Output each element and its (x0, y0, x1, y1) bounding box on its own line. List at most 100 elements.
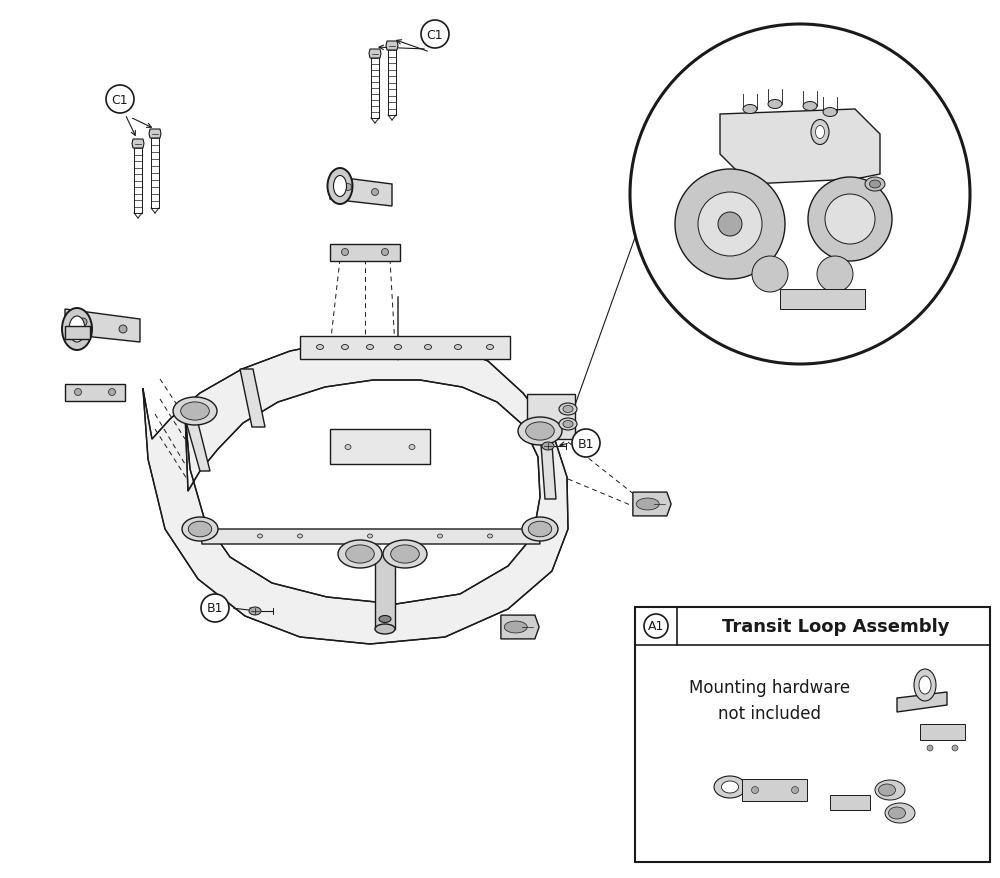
Circle shape (718, 212, 742, 237)
Ellipse shape (563, 406, 573, 413)
Polygon shape (330, 176, 392, 206)
Polygon shape (240, 370, 265, 428)
Polygon shape (65, 385, 125, 401)
Ellipse shape (889, 807, 906, 819)
Ellipse shape (875, 781, 905, 800)
Ellipse shape (188, 522, 212, 537)
Polygon shape (633, 493, 671, 516)
Circle shape (79, 319, 87, 327)
Polygon shape (65, 327, 90, 340)
Circle shape (342, 249, 349, 256)
Circle shape (372, 190, 379, 197)
Circle shape (752, 787, 759, 794)
Ellipse shape (62, 309, 92, 350)
Bar (742, 779, 807, 801)
Ellipse shape (173, 398, 217, 426)
Ellipse shape (182, 517, 218, 542)
Ellipse shape (181, 402, 209, 421)
Polygon shape (386, 42, 398, 51)
Bar (780, 290, 865, 310)
Bar (635, 608, 990, 645)
Polygon shape (185, 380, 540, 604)
Polygon shape (143, 339, 568, 644)
Ellipse shape (816, 126, 824, 140)
Circle shape (752, 256, 788, 292)
Polygon shape (501, 615, 539, 639)
Circle shape (119, 326, 127, 334)
Circle shape (808, 178, 892, 262)
Ellipse shape (455, 345, 462, 350)
Circle shape (345, 184, 352, 191)
Text: B1: B1 (207, 601, 223, 615)
Polygon shape (369, 50, 381, 59)
Polygon shape (183, 412, 210, 471)
Ellipse shape (425, 345, 432, 350)
Polygon shape (65, 310, 140, 342)
Text: Transit Loop Assembly: Transit Loop Assembly (722, 617, 950, 636)
Ellipse shape (338, 540, 382, 568)
Ellipse shape (522, 517, 558, 542)
Ellipse shape (636, 499, 659, 510)
Ellipse shape (518, 418, 562, 445)
Circle shape (75, 389, 82, 396)
Ellipse shape (885, 803, 915, 823)
Polygon shape (330, 245, 400, 262)
Polygon shape (330, 429, 430, 464)
Polygon shape (149, 130, 161, 139)
Circle shape (825, 195, 875, 245)
Ellipse shape (379, 615, 391, 623)
Ellipse shape (346, 545, 374, 564)
Circle shape (201, 594, 229, 623)
Bar (830, 795, 870, 810)
Ellipse shape (526, 422, 554, 441)
Circle shape (109, 389, 116, 396)
Ellipse shape (69, 317, 85, 342)
Circle shape (421, 21, 449, 49)
Circle shape (698, 193, 762, 256)
Ellipse shape (298, 535, 303, 538)
Ellipse shape (811, 120, 829, 146)
Ellipse shape (487, 345, 494, 350)
Ellipse shape (528, 522, 552, 537)
Polygon shape (375, 554, 395, 630)
Ellipse shape (743, 105, 757, 114)
Circle shape (817, 256, 853, 292)
Polygon shape (300, 336, 510, 360)
Ellipse shape (409, 445, 415, 450)
Polygon shape (720, 110, 880, 184)
Ellipse shape (334, 176, 347, 198)
Circle shape (630, 25, 970, 364)
Ellipse shape (395, 345, 402, 350)
Ellipse shape (375, 624, 395, 634)
Circle shape (382, 249, 389, 256)
Text: C1: C1 (112, 93, 128, 106)
Circle shape (106, 86, 134, 114)
Ellipse shape (488, 535, 493, 538)
Text: Mounting hardware
not included: Mounting hardware not included (689, 678, 850, 723)
Ellipse shape (342, 345, 349, 350)
Polygon shape (527, 394, 575, 440)
Polygon shape (540, 431, 556, 500)
Text: B1: B1 (578, 437, 594, 450)
Ellipse shape (345, 445, 351, 450)
Ellipse shape (823, 108, 837, 118)
Bar (635, 608, 990, 862)
Ellipse shape (559, 419, 577, 430)
Ellipse shape (768, 100, 782, 110)
Ellipse shape (714, 776, 746, 798)
Polygon shape (200, 529, 540, 544)
Circle shape (572, 429, 600, 457)
Ellipse shape (559, 404, 577, 415)
Ellipse shape (542, 443, 554, 450)
Circle shape (792, 787, 798, 794)
Ellipse shape (258, 535, 263, 538)
Ellipse shape (722, 781, 738, 793)
Circle shape (952, 745, 958, 752)
Ellipse shape (328, 169, 353, 205)
Ellipse shape (563, 421, 573, 428)
Ellipse shape (317, 345, 324, 350)
Ellipse shape (803, 103, 817, 112)
Polygon shape (897, 692, 947, 712)
Polygon shape (132, 140, 144, 149)
Ellipse shape (879, 784, 896, 796)
